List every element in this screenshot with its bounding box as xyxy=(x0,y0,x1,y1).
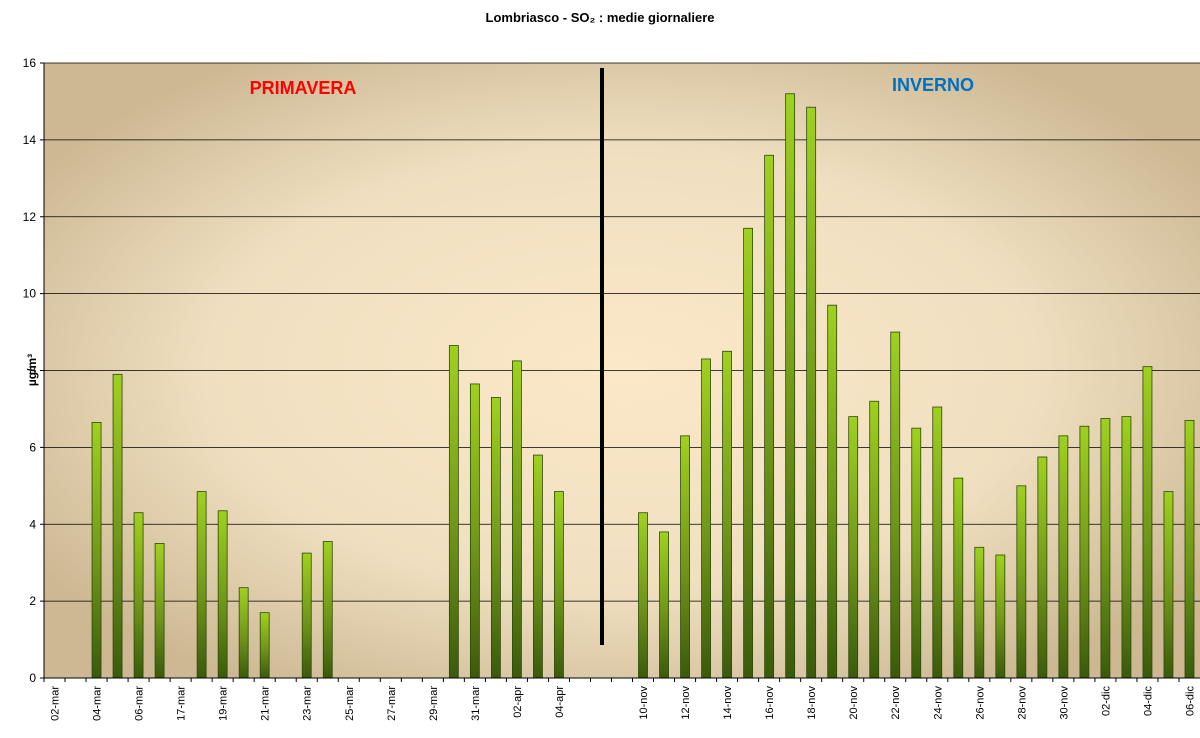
x-tick-label: 30-nov xyxy=(1058,686,1070,720)
x-tick-label: 25-mar xyxy=(344,686,356,721)
bar xyxy=(995,554,1006,679)
bar xyxy=(301,552,312,679)
x-tick-label: 28-nov xyxy=(1016,686,1028,720)
bar xyxy=(827,304,838,679)
x-tick-label: 19-mar xyxy=(218,686,230,721)
bar xyxy=(1037,456,1048,679)
bar xyxy=(911,427,922,679)
bar xyxy=(554,491,564,679)
bar xyxy=(533,454,543,679)
x-tick-label: 17-mar xyxy=(176,686,188,721)
x-tick-label: 02-mar xyxy=(50,686,62,721)
bar xyxy=(259,612,270,679)
x-tick-label: 24-nov xyxy=(932,686,944,720)
bar xyxy=(1142,366,1153,679)
bar xyxy=(133,512,144,679)
x-tick-label: 10-nov xyxy=(638,686,650,720)
bar xyxy=(1184,420,1195,679)
x-tick-label: 12-nov xyxy=(680,686,692,720)
bar xyxy=(196,491,207,679)
x-tick-label: 02-apr xyxy=(512,686,524,718)
bar xyxy=(638,512,648,679)
y-tick-label: 2 xyxy=(29,594,36,608)
bar xyxy=(91,421,102,679)
bar xyxy=(217,510,228,679)
x-tick-label: 31-mar xyxy=(470,686,482,721)
bar xyxy=(743,227,754,679)
x-tick-label: 21-mar xyxy=(260,686,272,721)
bar xyxy=(490,397,501,679)
x-tick-label: 16-nov xyxy=(764,686,776,720)
y-axis-label: µg/m³ xyxy=(25,354,39,386)
y-tick-label: 4 xyxy=(29,517,36,531)
bar xyxy=(238,587,249,679)
x-tick-label: 06-dic xyxy=(1184,686,1196,716)
y-tick-label: 10 xyxy=(23,287,37,301)
y-tick-label: 16 xyxy=(23,56,37,70)
y-tick-label: 6 xyxy=(29,440,36,454)
x-tick-label: 04-dic xyxy=(1142,686,1154,716)
bar xyxy=(932,406,943,679)
bar xyxy=(848,416,859,679)
bar xyxy=(1079,425,1090,679)
bar xyxy=(764,154,775,679)
chart-title: Lombriasco - SO₂ : medie giornaliere xyxy=(486,10,715,25)
bar xyxy=(701,358,711,679)
bar xyxy=(1100,418,1111,679)
bar xyxy=(806,106,817,679)
bar xyxy=(1016,485,1027,679)
y-tick-label: 12 xyxy=(23,210,37,224)
bar xyxy=(1163,491,1174,679)
x-tick-label: 02-dic xyxy=(1100,686,1112,716)
annotation: INVERNO xyxy=(892,75,974,95)
x-tick-label: 04-apr xyxy=(554,686,566,718)
x-tick-label: 23-mar xyxy=(302,686,314,721)
bar xyxy=(974,546,985,679)
bar xyxy=(659,531,669,679)
bar xyxy=(112,373,123,679)
bar xyxy=(512,360,522,679)
bar xyxy=(890,331,901,679)
bar xyxy=(154,543,165,679)
bar xyxy=(953,477,964,679)
bar xyxy=(469,383,480,679)
x-tick-label: 26-nov xyxy=(974,686,986,720)
x-tick-label: 22-nov xyxy=(890,686,902,720)
x-tick-label: 04-mar xyxy=(92,686,104,721)
x-tick-label: 14-nov xyxy=(722,686,734,720)
y-tick-label: 8 xyxy=(29,364,36,378)
bar xyxy=(1121,416,1132,679)
y-tick-label: 0 xyxy=(29,671,36,685)
x-tick-label: 06-mar xyxy=(134,686,146,721)
bar xyxy=(680,435,690,679)
x-tick-label: 27-mar xyxy=(386,686,398,721)
bar xyxy=(322,541,333,679)
bar xyxy=(448,345,459,679)
annotation: PRIMAVERA xyxy=(250,78,357,98)
bar xyxy=(722,350,732,679)
x-tick-label: 20-nov xyxy=(848,686,860,720)
x-tick-label: 18-nov xyxy=(806,686,818,720)
bar xyxy=(1058,435,1069,679)
x-tick-label: 29-mar xyxy=(428,686,440,721)
bar xyxy=(869,400,880,679)
y-tick-label: 14 xyxy=(23,133,37,147)
bar xyxy=(785,93,796,679)
